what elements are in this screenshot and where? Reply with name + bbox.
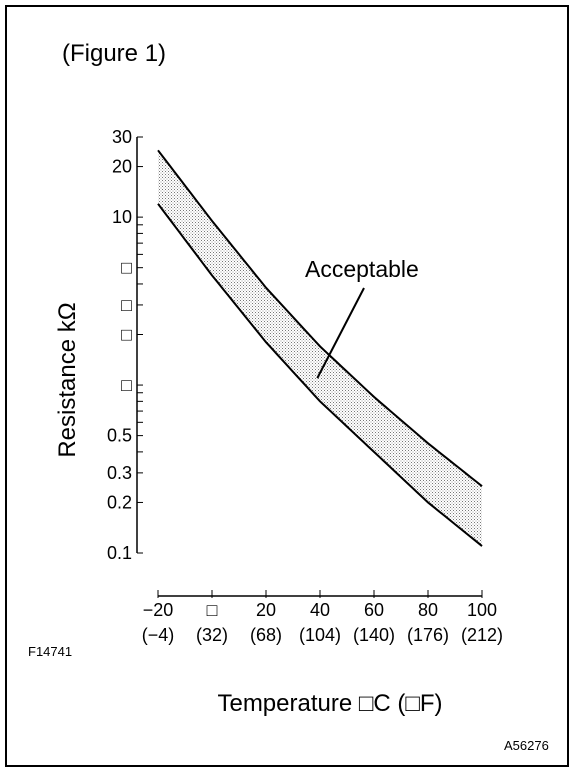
x-tick-sublabel: (212) bbox=[461, 625, 503, 645]
figure-frame bbox=[5, 5, 569, 767]
upper-limit-line bbox=[157, 149, 483, 487]
acceptable-band bbox=[158, 150, 482, 547]
figure-code-left: F14741 bbox=[28, 644, 73, 659]
lower-limit-line bbox=[157, 203, 483, 547]
annotation-leader bbox=[316, 287, 365, 379]
x-tick-sublabel: (−4) bbox=[142, 625, 175, 645]
x-axis: −20 (−4) □ (32) 20 (68) 40 (104) 60 (140) 80 (176) 1… bbox=[142, 590, 503, 645]
plot-area bbox=[157, 149, 483, 547]
x-tick-sublabel: (32) bbox=[196, 625, 228, 645]
y-tick-label: 0.2 bbox=[107, 492, 132, 512]
x-tick-label: 40 bbox=[310, 600, 330, 620]
x-tick-sublabel: (104) bbox=[299, 625, 341, 645]
y-tick-label: 10 bbox=[112, 207, 132, 227]
y-tick-label: 0.3 bbox=[107, 463, 132, 483]
x-tick-sublabel: (176) bbox=[407, 625, 449, 645]
figure-label: (Figure 1) bbox=[62, 40, 167, 67]
x-tick-label: □ bbox=[207, 600, 218, 620]
y-axis: 30 20 10 □ □ □ □ 0.5 0.3 0.2 0.1 bbox=[107, 127, 143, 563]
y-tick-label: □ bbox=[121, 295, 132, 315]
x-tick-label: −20 bbox=[143, 600, 174, 620]
y-tick-label: 30 bbox=[112, 127, 132, 147]
x-tick-label: 100 bbox=[467, 600, 497, 620]
y-tick-label: □ bbox=[121, 258, 132, 278]
y-tick-label: □ bbox=[121, 325, 132, 345]
y-tick-label: 0.5 bbox=[107, 426, 132, 446]
x-tick-sublabel: (68) bbox=[250, 625, 282, 645]
x-tick-label: 80 bbox=[418, 600, 438, 620]
x-tick-sublabel: (140) bbox=[353, 625, 395, 645]
x-axis-label: Temperature □C (□F) bbox=[217, 690, 443, 717]
annotation-label: Acceptable bbox=[305, 256, 419, 282]
y-tick-label: 0.1 bbox=[107, 543, 132, 563]
y-tick-label: 20 bbox=[112, 157, 132, 177]
figure-code-right: A56276 bbox=[504, 738, 549, 753]
y-tick-label: □ bbox=[121, 375, 132, 395]
x-tick-label: 20 bbox=[256, 600, 276, 620]
x-tick-label: 60 bbox=[364, 600, 384, 620]
